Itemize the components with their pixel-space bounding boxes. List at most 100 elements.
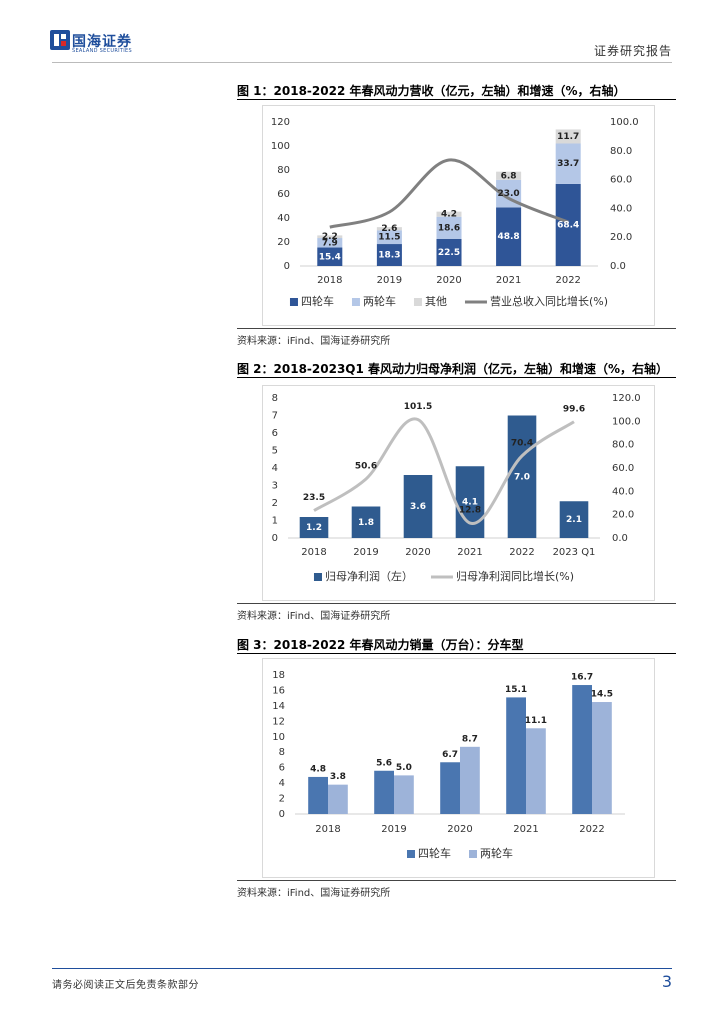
data-label: 8.7 xyxy=(462,734,478,744)
logo-icon xyxy=(50,30,70,50)
report-type: 证券研究报告 xyxy=(593,44,672,58)
y-tick-label: 100.0 xyxy=(612,416,641,427)
y-tick-label: 2 xyxy=(279,794,285,805)
data-label: 7.9 xyxy=(322,238,338,248)
line-series xyxy=(329,158,569,229)
x-tick-label: 2022 xyxy=(509,547,534,558)
bar xyxy=(376,230,402,245)
x-tick-label: 2022 xyxy=(579,824,604,835)
legend-label: 四轮车 xyxy=(301,294,334,308)
y-tick-label: 0.0 xyxy=(612,533,628,544)
y-tick-label: 0.0 xyxy=(610,261,626,272)
bar xyxy=(436,216,462,239)
line-series xyxy=(313,417,575,525)
data-label: 6.8 xyxy=(501,171,517,181)
y-tick-label: 1 xyxy=(272,516,278,527)
chart: 0 20 40 60 80 100 120 0.0 20.0 40.0 60.0 80.0 100.0 2… xyxy=(262,105,655,326)
caption-rule xyxy=(237,377,676,378)
x-tick-label: 2020 xyxy=(436,275,461,286)
source-rule xyxy=(237,328,676,329)
legend-label: 四轮车 xyxy=(418,846,451,860)
data-label: 68.4 xyxy=(557,220,579,230)
x-tick-label: 2020 xyxy=(405,547,430,558)
y-tick-label: 20.0 xyxy=(610,232,632,243)
data-label: 2.2 xyxy=(322,232,338,242)
x-tick-label: 2019 xyxy=(353,547,378,558)
source-rule xyxy=(237,603,676,604)
bar xyxy=(592,702,612,814)
chart-border xyxy=(262,658,655,878)
x-tick-label: 2018 xyxy=(317,275,342,286)
y-tick-label: 120.0 xyxy=(612,393,641,404)
y-tick-label: 120 xyxy=(271,117,290,128)
bar xyxy=(496,171,522,180)
y-tick-label: 20 xyxy=(277,237,290,248)
data-label: 2.1 xyxy=(566,515,582,525)
data-label: 15.1 xyxy=(505,685,527,695)
bar xyxy=(555,143,581,184)
x-tick-label: 2021 xyxy=(457,547,482,558)
y-tick-label: 80 xyxy=(277,165,290,176)
x-tick-label: 2019 xyxy=(377,275,402,286)
x-tick-label: 2018 xyxy=(315,824,340,835)
figure-caption: 图 1：2018-2022 年春风动力营收（亿元，左轴）和增速（%，右轴） xyxy=(237,84,626,98)
data-label: 7.0 xyxy=(514,472,530,482)
data-label: 11.7 xyxy=(557,132,579,142)
legend-swatch xyxy=(313,573,322,581)
legend-swatch xyxy=(469,850,477,858)
bar xyxy=(376,244,402,266)
bar xyxy=(374,770,394,814)
data-label: 2.6 xyxy=(381,224,397,234)
page-number: 3 xyxy=(661,972,672,991)
legend-swatch xyxy=(289,298,298,306)
legend-label: 两轮车 xyxy=(363,294,396,308)
y-tick-label: 14 xyxy=(272,701,285,712)
bar xyxy=(317,247,343,266)
bar xyxy=(526,728,546,814)
figure-source: 资料来源：iFind、国海证券研究所 xyxy=(237,888,391,899)
y-tick-label: 12 xyxy=(272,716,285,727)
legend-swatch xyxy=(413,298,422,306)
data-label: 18.3 xyxy=(378,251,400,261)
data-label: 14.5 xyxy=(591,690,613,700)
legend-label: 其他 xyxy=(425,295,447,308)
bar xyxy=(328,784,348,814)
data-label: 5.0 xyxy=(396,763,412,773)
logo-subtitle: SEALAND SECURITIES xyxy=(72,48,132,54)
caption-rule xyxy=(237,99,676,100)
y-tick-label: 80.0 xyxy=(612,440,634,451)
y-tick-label: 3 xyxy=(272,481,278,492)
y-tick-label: 16 xyxy=(272,685,285,696)
bar xyxy=(460,746,480,814)
y-tick-label: 60.0 xyxy=(610,175,632,186)
bar xyxy=(394,775,414,814)
header-rule xyxy=(52,62,672,63)
data-label: 1.8 xyxy=(358,518,374,528)
bar xyxy=(376,227,402,231)
y-tick-label: 40.0 xyxy=(610,203,632,214)
legend-label: 营业总收入同比增长(%) xyxy=(490,294,608,308)
bar xyxy=(299,517,329,538)
y-tick-label: 80.0 xyxy=(610,146,632,157)
data-label: 23.5 xyxy=(303,493,325,503)
logo-text: 国海证券 xyxy=(72,34,132,50)
data-label: 3.8 xyxy=(330,772,346,782)
y-tick-label: 6 xyxy=(272,428,278,439)
bar xyxy=(351,506,381,538)
legend-swatch xyxy=(407,850,415,858)
y-tick-label: 100 xyxy=(271,141,290,152)
data-label: 23.0 xyxy=(497,189,519,199)
bar xyxy=(559,501,589,538)
data-label: 11.5 xyxy=(378,233,400,243)
legend-swatch xyxy=(351,298,360,306)
bar xyxy=(506,697,526,814)
data-label: 1.2 xyxy=(306,523,322,533)
bar xyxy=(436,211,462,217)
disclaimer: 请务必阅读正文后免责条款部分 xyxy=(52,980,199,991)
bar xyxy=(436,239,462,266)
x-tick-label: 2022 xyxy=(555,275,580,286)
bar xyxy=(317,235,343,239)
y-tick-label: 4 xyxy=(272,463,278,474)
data-label: 99.6 xyxy=(563,404,585,414)
chart-border xyxy=(262,385,655,601)
